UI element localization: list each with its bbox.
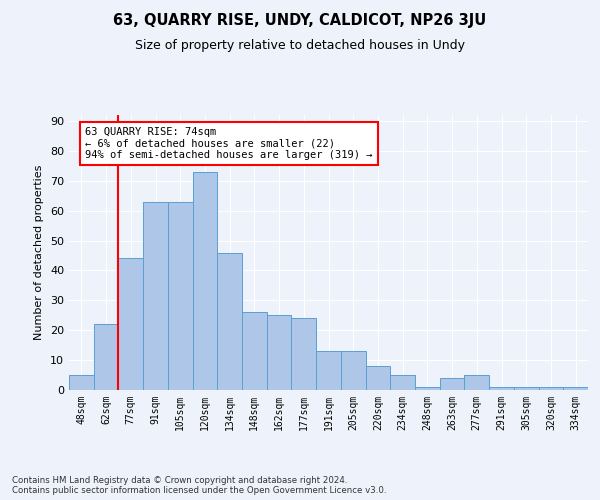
Bar — [292, 318, 316, 390]
Bar — [69, 375, 94, 390]
Y-axis label: Number of detached properties: Number of detached properties — [34, 165, 44, 340]
Bar — [168, 202, 193, 390]
Bar — [489, 387, 514, 390]
Text: Contains HM Land Registry data © Crown copyright and database right 2024.
Contai: Contains HM Land Registry data © Crown c… — [12, 476, 386, 495]
Text: 63 QUARRY RISE: 74sqm
← 6% of detached houses are smaller (22)
94% of semi-detac: 63 QUARRY RISE: 74sqm ← 6% of detached h… — [85, 127, 373, 160]
Bar — [415, 387, 440, 390]
Bar — [563, 387, 588, 390]
Bar — [242, 312, 267, 390]
Bar — [440, 378, 464, 390]
Bar — [341, 351, 365, 390]
Bar — [316, 351, 341, 390]
Bar — [514, 387, 539, 390]
Text: 63, QUARRY RISE, UNDY, CALDICOT, NP26 3JU: 63, QUARRY RISE, UNDY, CALDICOT, NP26 3J… — [113, 12, 487, 28]
Bar — [193, 172, 217, 390]
Bar — [365, 366, 390, 390]
Text: Size of property relative to detached houses in Undy: Size of property relative to detached ho… — [135, 39, 465, 52]
Bar — [267, 316, 292, 390]
Bar — [539, 387, 563, 390]
Bar — [464, 375, 489, 390]
Bar — [217, 252, 242, 390]
Bar — [118, 258, 143, 390]
Bar — [143, 202, 168, 390]
Bar — [390, 375, 415, 390]
Bar — [94, 324, 118, 390]
